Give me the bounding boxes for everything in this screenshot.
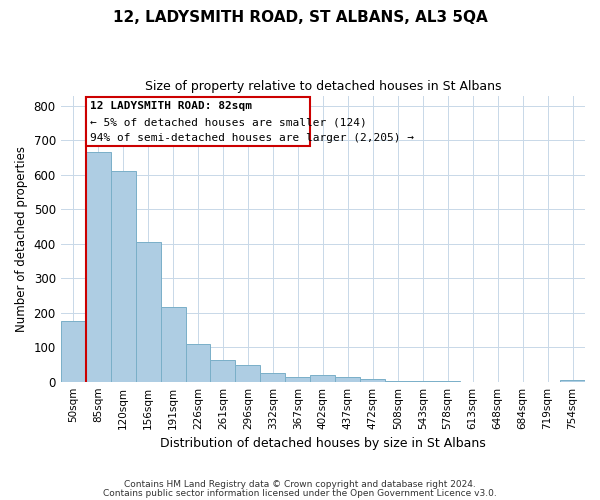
Bar [110, 172, 136, 382]
FancyBboxPatch shape [86, 98, 310, 146]
Bar [335, 376, 360, 382]
Text: Contains HM Land Registry data © Crown copyright and database right 2024.: Contains HM Land Registry data © Crown c… [124, 480, 476, 489]
Bar [235, 366, 260, 382]
Bar [260, 373, 286, 382]
Text: 12 LADYSMITH ROAD: 82sqm: 12 LADYSMITH ROAD: 82sqm [90, 101, 252, 111]
X-axis label: Distribution of detached houses by size in St Albans: Distribution of detached houses by size … [160, 437, 486, 450]
Bar [286, 376, 310, 382]
Bar [211, 360, 235, 382]
Bar [185, 344, 211, 382]
Bar [86, 152, 110, 382]
Bar [161, 306, 185, 382]
Bar [385, 380, 410, 382]
Title: Size of property relative to detached houses in St Albans: Size of property relative to detached ho… [145, 80, 501, 93]
Text: 94% of semi-detached houses are larger (2,205) →: 94% of semi-detached houses are larger (… [90, 134, 414, 143]
Bar [560, 380, 585, 382]
Y-axis label: Number of detached properties: Number of detached properties [15, 146, 28, 332]
Bar [61, 322, 86, 382]
Text: Contains public sector information licensed under the Open Government Licence v3: Contains public sector information licen… [103, 488, 497, 498]
Bar [310, 375, 335, 382]
Text: 12, LADYSMITH ROAD, ST ALBANS, AL3 5QA: 12, LADYSMITH ROAD, ST ALBANS, AL3 5QA [113, 10, 487, 25]
Text: ← 5% of detached houses are smaller (124): ← 5% of detached houses are smaller (124… [90, 117, 367, 127]
Bar [136, 242, 161, 382]
Bar [360, 380, 385, 382]
Bar [410, 381, 435, 382]
